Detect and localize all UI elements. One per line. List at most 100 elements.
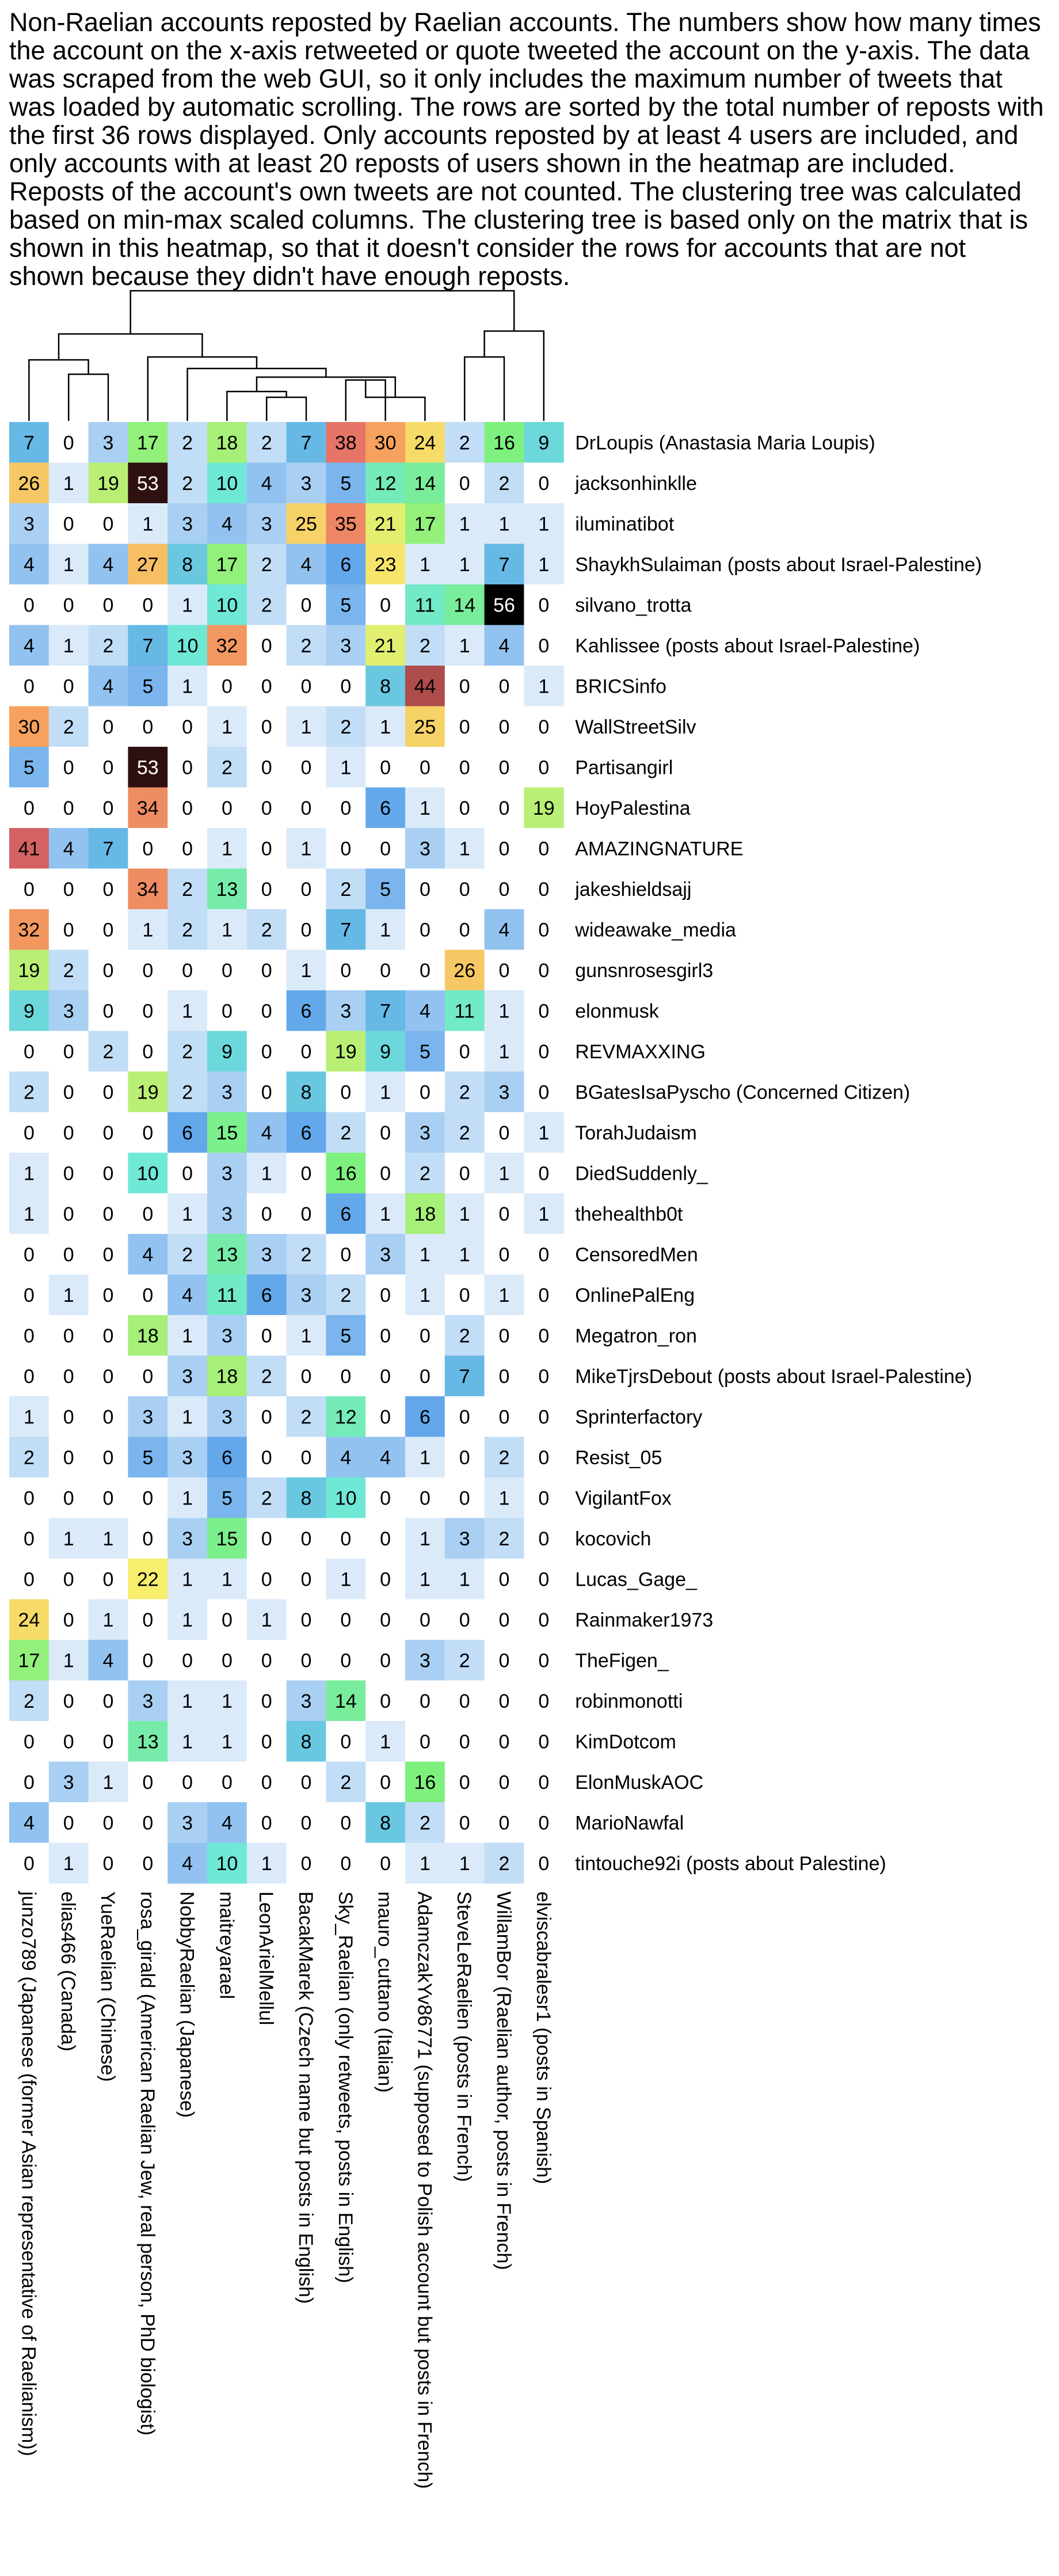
cell-value-label: 25 <box>414 716 436 738</box>
heatmap-cell <box>246 1477 287 1518</box>
heatmap-cell <box>128 1437 168 1478</box>
cell-value-label: 0 <box>24 1853 35 1875</box>
heatmap-cell <box>365 462 406 504</box>
cell-value-label: 8 <box>301 1487 312 1509</box>
cell-value-label: 34 <box>137 797 159 819</box>
cell-value-label: 0 <box>420 1609 431 1631</box>
cell-value-label: 2 <box>24 1690 35 1712</box>
column-label: elviscabralesr1 (posts in Spanish) <box>532 1891 554 2184</box>
cell-value-label: 1 <box>420 1447 431 1469</box>
heatmap-cell <box>246 666 287 706</box>
cell-value-label: 1 <box>459 1853 470 1875</box>
heatmap-cell <box>128 1031 168 1072</box>
cell-value-label: 0 <box>538 757 549 778</box>
cell-value-label: 0 <box>459 716 470 738</box>
heatmap-cell <box>207 1234 247 1275</box>
cell-value-label: 25 <box>295 513 317 535</box>
row-label: DiedSuddenly_ <box>575 1162 708 1184</box>
cell-value-label: 0 <box>261 1000 272 1022</box>
heatmap-cell <box>88 1234 128 1275</box>
cell-value-label: 0 <box>380 1568 391 1590</box>
heatmap-cell <box>524 1153 564 1194</box>
heatmap-cell <box>484 1274 524 1316</box>
cell-value-label: 0 <box>499 960 510 982</box>
heatmap-cell <box>9 625 49 666</box>
row-label: Kahlissee (posts about Israel-Palestine) <box>575 635 920 657</box>
heatmap-cell <box>365 1112 406 1153</box>
heatmap-cell <box>207 1153 247 1194</box>
heatmap-cell <box>88 503 128 544</box>
heatmap-cell <box>524 1842 564 1884</box>
cell-value-label: 2 <box>222 757 233 778</box>
heatmap-cell <box>246 787 287 829</box>
heatmap-cell <box>207 462 247 504</box>
heatmap-cell <box>286 1599 326 1640</box>
heatmap-cell <box>9 1680 49 1722</box>
cell-value-label: 3 <box>182 1528 193 1550</box>
cell-value-label: 1 <box>222 919 233 941</box>
row-label: iluminatibot <box>575 513 675 535</box>
heatmap-cell <box>9 544 49 585</box>
cell-value-label: 0 <box>63 1690 74 1712</box>
heatmap-cell <box>88 584 128 625</box>
heatmap-cell <box>286 747 326 788</box>
heatmap-cell <box>88 1355 128 1397</box>
heatmap-cell <box>326 625 366 666</box>
cell-value-label: 0 <box>142 1650 153 1671</box>
heatmap-cell <box>9 1031 49 1072</box>
heatmap-cell <box>207 747 247 788</box>
heatmap-cell <box>365 1315 406 1356</box>
heatmap-cell <box>444 1112 485 1153</box>
heatmap-cell <box>128 1112 168 1153</box>
cell-value-label: 0 <box>222 797 233 819</box>
cell-value-label: 4 <box>222 513 233 535</box>
cell-value-label: 1 <box>142 513 153 535</box>
heatmap-cell <box>524 584 564 625</box>
cell-value-label: 2 <box>63 960 74 982</box>
cell-value-label: 0 <box>420 919 431 941</box>
cell-value-label: 26 <box>18 473 40 495</box>
cell-value-label: 0 <box>103 1081 114 1103</box>
heatmap-cell <box>9 1477 49 1518</box>
heatmap-cell <box>9 1437 49 1478</box>
cell-value-label: 1 <box>63 1853 74 1875</box>
cell-value-label: 0 <box>24 797 35 819</box>
heatmap-cell <box>128 828 168 869</box>
row-label: DrLoupis (Anastasia Maria Loupis) <box>575 432 875 454</box>
row-label: BRICSinfo <box>575 675 666 697</box>
heatmap-cell <box>365 1680 406 1722</box>
cell-value-label: 0 <box>24 1772 35 1794</box>
cell-value-label: 3 <box>420 1122 431 1144</box>
cell-value-label: 0 <box>261 1041 272 1063</box>
heatmap-cell <box>286 666 326 706</box>
cell-value-label: 0 <box>261 960 272 982</box>
heatmap-cell <box>484 1680 524 1722</box>
cell-value-label: 2 <box>182 919 193 941</box>
heatmap-cell <box>524 1477 564 1518</box>
heatmap-cell <box>128 1234 168 1275</box>
heatmap-cell <box>286 1031 326 1072</box>
heatmap-cell <box>246 422 287 463</box>
heatmap-cell <box>286 1559 326 1599</box>
heatmap-cell <box>88 625 128 666</box>
heatmap-cell <box>167 868 208 910</box>
cell-value-label: 0 <box>380 1690 391 1712</box>
cell-value-label: 0 <box>222 675 233 697</box>
cell-value-label: 0 <box>499 1609 510 1631</box>
heatmap-cell <box>88 868 128 910</box>
cell-value-label: 0 <box>340 1528 351 1550</box>
heatmap-cell <box>444 1477 485 1518</box>
dendrogram-branch <box>265 396 307 421</box>
heatmap-cell <box>207 706 247 747</box>
cell-value-label: 0 <box>459 1162 470 1184</box>
cell-value-label: 3 <box>24 513 35 535</box>
heatmap-cell <box>524 1193 564 1234</box>
cell-value-label: 1 <box>182 1609 193 1631</box>
row-label: wideawake_media <box>574 919 736 941</box>
heatmap-cell <box>246 1518 287 1559</box>
heatmap-cell <box>167 747 208 788</box>
cell-value-label: 0 <box>380 1528 391 1550</box>
cell-value-label: 7 <box>340 919 351 941</box>
heatmap-cell <box>444 666 485 706</box>
heatmap-cell <box>484 787 524 829</box>
